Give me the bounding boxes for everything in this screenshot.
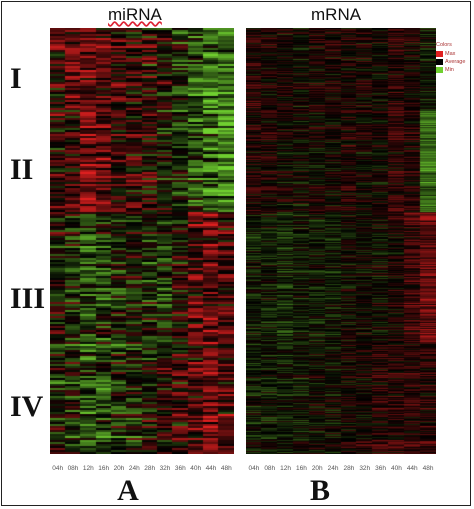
mrna-tick-36h: 36h	[375, 465, 387, 472]
mrna-tick-24h: 24h	[327, 465, 339, 472]
mirna-tick-40h: 40h	[190, 465, 202, 472]
legend-title: Colors	[436, 42, 452, 48]
mirna-tick-16h: 16h	[98, 465, 110, 472]
mirna-tick-24h: 24h	[128, 465, 140, 472]
mrna-tick-32h: 32h	[359, 465, 371, 472]
mirna-heatmap	[50, 28, 234, 454]
legend-swatch-average	[436, 59, 443, 65]
legend-item-min: Min	[436, 66, 472, 74]
mirna-tick-44h: 44h	[205, 465, 217, 472]
panel-b-title: mRNA	[311, 5, 362, 24]
cluster-label-3: III	[10, 282, 46, 315]
legend-label-average: Average	[445, 59, 466, 65]
cluster-label-1: I	[10, 62, 22, 95]
mrna-tick-04h: 04h	[248, 465, 260, 472]
mirna-tick-36h: 36h	[174, 465, 186, 472]
mirna-tick-04h: 04h	[52, 465, 64, 472]
mirna-tick-32h: 32h	[159, 465, 171, 472]
legend-item-max: Max	[436, 50, 472, 58]
legend-swatch-min	[436, 67, 443, 73]
mrna-tick-48h: 48h	[422, 465, 434, 472]
mrna-tick-44h: 44h	[406, 465, 418, 472]
legend-label-max: Max	[445, 51, 456, 57]
panel-b-letter: B	[309, 474, 331, 507]
mrna-tick-08h: 08h	[264, 465, 276, 472]
mirna-tick-12h: 12h	[82, 465, 94, 472]
mirna-tick-08h: 08h	[67, 465, 79, 472]
mirna-tick-48h: 48h	[220, 465, 232, 472]
panel-a-title: miRNA	[108, 5, 162, 24]
mirna-tick-20h: 20h	[113, 465, 125, 472]
mrna-heatmap	[246, 28, 436, 454]
mrna-tick-20h: 20h	[311, 465, 323, 472]
color-legend: Colors Max Average Min	[436, 42, 472, 74]
legend-label-min: Min	[445, 67, 454, 73]
mrna-tick-28h: 28h	[343, 465, 355, 472]
cluster-label-4: IV	[10, 390, 44, 423]
mrna-tick-40h: 40h	[390, 465, 402, 472]
mirna-tick-28h: 28h	[144, 465, 156, 472]
legend-swatch-max	[436, 51, 443, 57]
mrna-tick-12h: 12h	[280, 465, 292, 472]
panel-a-letter: A	[117, 474, 139, 507]
legend-item-average: Average	[436, 58, 472, 66]
cluster-label-2: II	[10, 153, 34, 186]
mrna-tick-16h: 16h	[295, 465, 307, 472]
